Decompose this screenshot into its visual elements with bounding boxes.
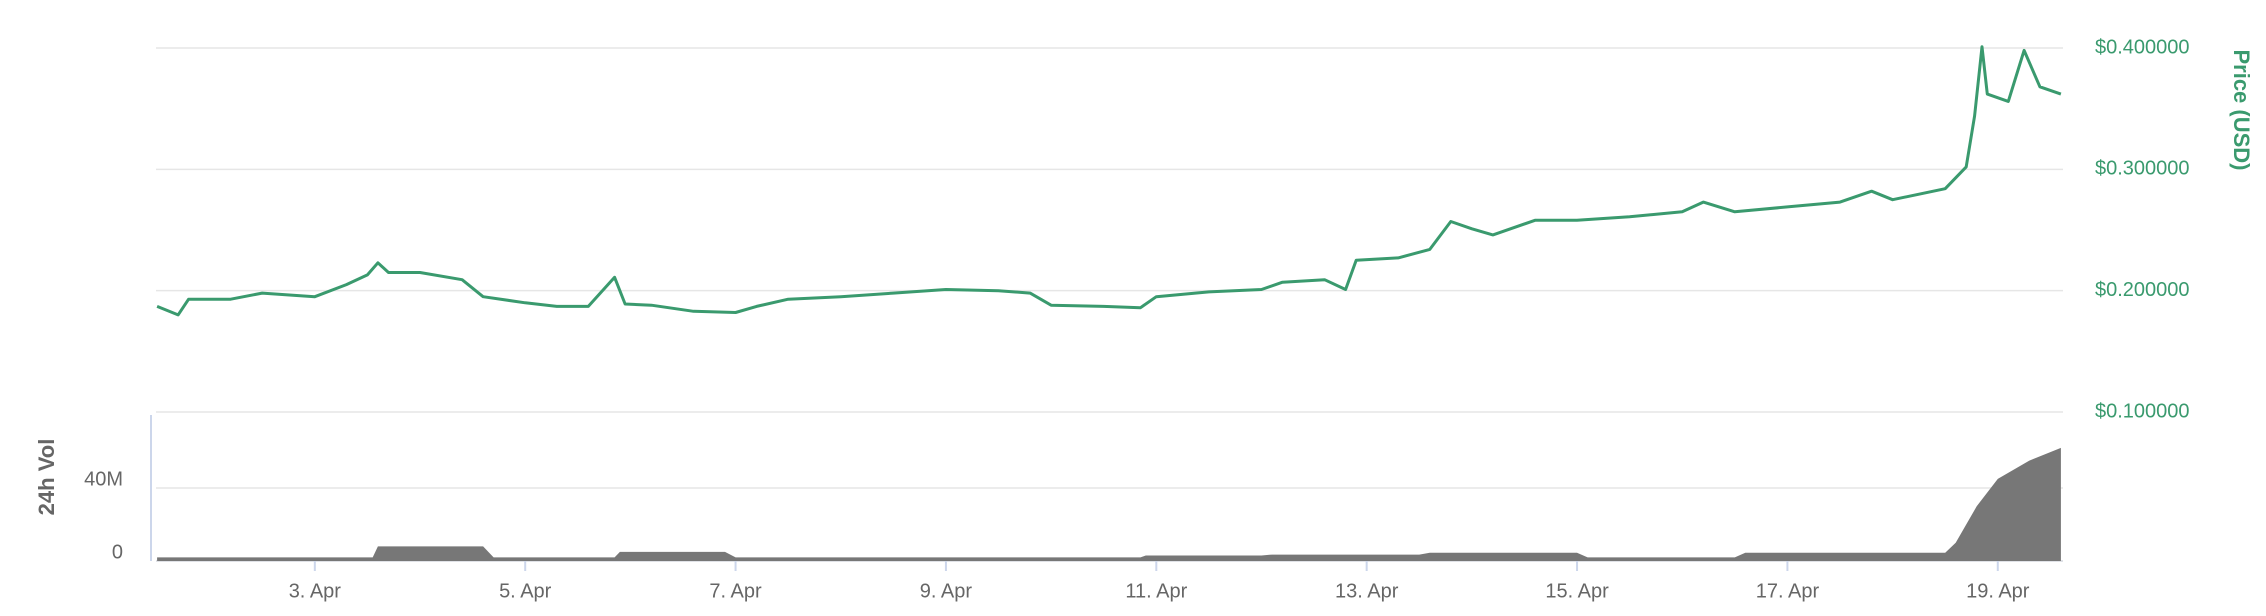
x-tick-label: 17. Apr [1756, 580, 1820, 602]
volume-area [157, 447, 2061, 561]
x-tick-label: 11. Apr [1125, 580, 1187, 602]
x-tick-label: 19. Apr [1966, 580, 2030, 602]
x-tick-label: 5. Apr [499, 580, 552, 602]
x-tick-label: 15. Apr [1545, 580, 1609, 602]
y-tick-label: $0.200000 [2095, 279, 2190, 301]
price-line [156, 45, 2062, 317]
x-tick-label: 9. Apr [920, 580, 973, 602]
x-tick-label: 13. Apr [1335, 580, 1399, 602]
y-tick-label: $0.400000 [2095, 36, 2190, 58]
y-tick-label: $0.100000 [2095, 400, 2190, 422]
y-axis-title: 24h Vol [34, 439, 59, 516]
x-tick-label: 7. Apr [709, 580, 762, 602]
y-axis-title: Price (USD) [2229, 49, 2254, 170]
y-tick-label: 0 [112, 541, 123, 563]
x-tick-label: 3. Apr [289, 580, 342, 602]
y-tick-label: 40M [84, 468, 123, 490]
y-tick-label: $0.300000 [2095, 158, 2190, 180]
